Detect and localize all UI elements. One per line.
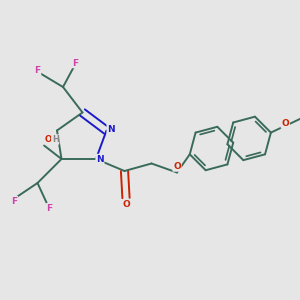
Text: O: O [122,200,130,209]
Text: F: F [46,204,52,213]
Text: O: O [281,119,289,128]
Text: O: O [173,162,181,171]
Text: H: H [52,135,59,144]
Text: F: F [34,66,40,75]
Text: N: N [96,154,104,164]
Text: N: N [107,124,115,134]
Text: F: F [72,58,78,68]
Text: F: F [11,196,17,206]
Text: O: O [45,135,52,144]
